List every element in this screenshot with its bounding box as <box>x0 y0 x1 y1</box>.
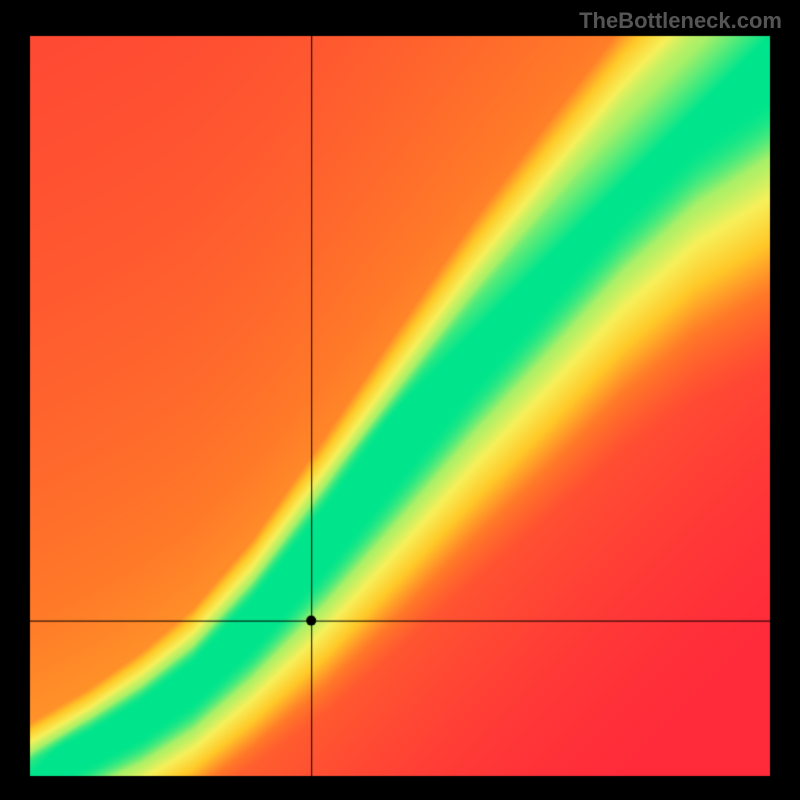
watermark-text: TheBottleneck.com <box>579 8 782 34</box>
bottleneck-heatmap <box>0 0 800 800</box>
